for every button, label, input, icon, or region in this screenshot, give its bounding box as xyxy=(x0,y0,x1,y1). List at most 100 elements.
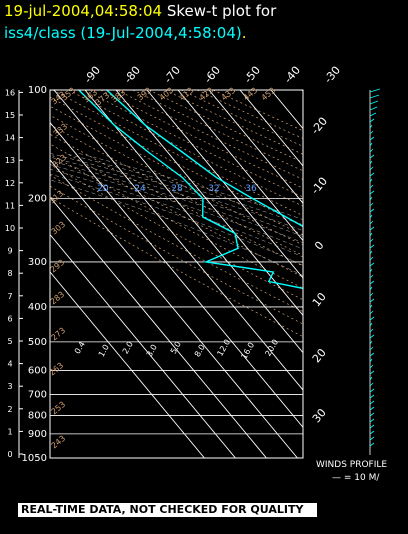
right-temp-label-4: 20 xyxy=(310,346,329,365)
dry-adiabat-17 xyxy=(148,90,303,163)
dry-adiabat-0 xyxy=(50,197,303,338)
height-label-11: 11 xyxy=(5,201,15,210)
right-temp-label-5: 30 xyxy=(310,406,329,425)
title-terminator: . xyxy=(241,24,247,42)
pressure-label-1050: 1050 xyxy=(22,453,47,464)
wind-barb-1 xyxy=(369,94,380,99)
wind-barb-42 xyxy=(369,340,373,345)
wind-barb-33 xyxy=(369,286,373,291)
moist-label-6: 12.0 xyxy=(215,338,232,358)
pressure-label-800: 800 xyxy=(28,410,47,421)
mixing-ratio-line-3 xyxy=(380,307,408,458)
right-temp-label-0: -20 xyxy=(309,115,331,137)
isotherm--80 xyxy=(84,90,303,354)
isotherm--40 xyxy=(208,90,303,204)
moist-label-3: 3.0 xyxy=(145,343,159,359)
wind-barb-21 xyxy=(369,214,373,219)
chart-title: 19-jul-2004,04:58:04 Skew-t plot for xyxy=(4,2,276,20)
moist-adiabat-5 xyxy=(50,156,303,237)
wind-barb-35 xyxy=(369,298,375,303)
wind-barb-24 xyxy=(369,232,373,237)
wind-barb-6 xyxy=(369,124,373,129)
wind-barb-57 xyxy=(369,430,375,435)
dry-adiabat-9 xyxy=(50,105,303,236)
moist-label-1: 1.0 xyxy=(97,343,111,359)
plot-border xyxy=(49,89,304,459)
top-temp-label-3: -60 xyxy=(202,64,224,86)
dry-adiabat-7 xyxy=(50,124,303,256)
top-temp-label-6: -30 xyxy=(322,64,344,86)
wind-barb-32 xyxy=(369,280,375,285)
moist-label-7: 16.0 xyxy=(239,341,256,361)
wind-barb-48 xyxy=(369,376,373,381)
theta-label-403: 403 xyxy=(158,86,175,103)
isotherm--50 xyxy=(177,90,303,242)
wind-barb-7 xyxy=(369,130,374,135)
height-label-5: 5 xyxy=(7,337,12,346)
moist-label-0: 0.4 xyxy=(73,340,87,356)
height-label-2: 2 xyxy=(7,405,12,414)
pressure-label-900: 900 xyxy=(28,429,47,440)
wind-barb-55 xyxy=(369,418,375,423)
theta-label-253: 253 xyxy=(50,400,67,417)
theta-label-303: 303 xyxy=(50,220,67,237)
top-temp-label-5: -40 xyxy=(282,64,304,86)
height-label-9: 9 xyxy=(7,247,12,256)
wind-barb-49 xyxy=(369,382,374,387)
pressure-label-300: 300 xyxy=(28,257,47,268)
isotherm--110 xyxy=(50,159,298,458)
dry-adiabat-2 xyxy=(50,174,303,313)
moist-label-2: 2.0 xyxy=(121,340,135,356)
wind-barb-20 xyxy=(369,208,375,213)
mixing-ratio-label-1: 24 xyxy=(134,184,146,194)
height-label-8: 8 xyxy=(7,269,12,278)
wind-barb-50 xyxy=(369,388,375,393)
wind-barb-22 xyxy=(369,220,374,225)
dry-adiabat-16 xyxy=(132,90,303,172)
wind-barb-39 xyxy=(369,322,373,327)
wind-barb-27 xyxy=(369,250,373,255)
winds-profile-label: WINDS PROFILE xyxy=(316,460,388,470)
pressure-label-400: 400 xyxy=(28,302,47,313)
theta-label-353: 353 xyxy=(60,86,77,103)
wind-barb-25 xyxy=(369,238,374,243)
theta-label-413: 413 xyxy=(178,86,195,103)
pressure-label-600: 600 xyxy=(28,365,47,376)
wind-barb-10 xyxy=(369,148,374,153)
wind-barb-13 xyxy=(369,166,374,171)
theta-label-423: 423 xyxy=(198,86,215,103)
wind-barb-8 xyxy=(369,136,375,141)
height-label-1: 1 xyxy=(7,427,12,436)
dewpoint-trace xyxy=(78,90,303,290)
wind-barb-15 xyxy=(369,178,373,183)
moist-label-5: 8.0 xyxy=(193,343,207,359)
wind-barb-0 xyxy=(369,88,381,93)
top-temp-label-0: -90 xyxy=(82,64,104,86)
height-label-12: 12 xyxy=(5,179,15,188)
height-label-7: 7 xyxy=(7,292,12,301)
wind-barb-45 xyxy=(369,358,373,363)
theta-label-323: 323 xyxy=(51,153,68,170)
theta-label-283: 283 xyxy=(49,290,66,307)
dry-adiabat-15 xyxy=(116,90,303,180)
mixing-ratio-label-4: 36 xyxy=(245,184,257,194)
height-label-16: 16 xyxy=(5,88,15,97)
height-label-10: 10 xyxy=(5,224,15,233)
isotherm--130 xyxy=(50,233,236,458)
dry-adiabat-12 xyxy=(68,90,303,207)
wind-barb-28 xyxy=(369,256,374,261)
wind-barb-40 xyxy=(369,328,374,333)
wind-barb-38 xyxy=(369,316,375,321)
isotherm--120 xyxy=(50,196,267,458)
isotherm--30 xyxy=(239,90,303,167)
wind-barb-59 xyxy=(369,442,375,447)
isotherm--60 xyxy=(146,90,303,279)
mixing-ratio-line-4 xyxy=(401,307,408,458)
moist-adiabat-0 xyxy=(50,179,303,276)
wind-barb-43 xyxy=(369,346,374,351)
top-temp-label-4: -50 xyxy=(242,64,264,86)
quality-banner: REAL-TIME DATA, NOT CHECKED FOR QUALITY xyxy=(18,503,317,517)
theta-label-443: 443 xyxy=(242,86,259,103)
mixing-ratio-label-0: 20 xyxy=(97,184,109,194)
